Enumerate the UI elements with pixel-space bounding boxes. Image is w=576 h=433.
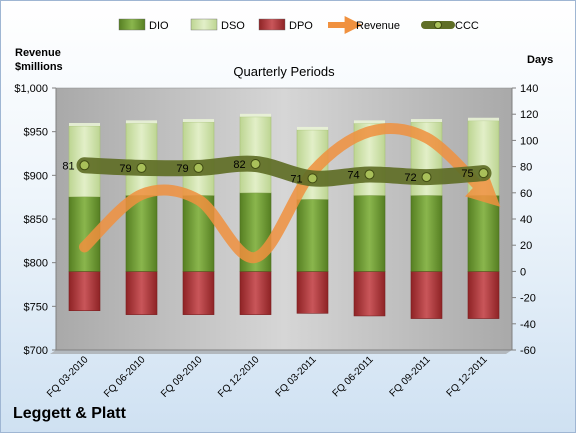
- bar-dso: [182, 121, 215, 196]
- legend-swatch-dio: [118, 18, 146, 31]
- bar-dpo: [68, 271, 101, 311]
- ccc-marker: [421, 172, 432, 183]
- right-axis-title: Days: [527, 54, 553, 66]
- right-tick-label: 0: [520, 266, 526, 278]
- bar-top-highlight: [411, 119, 442, 123]
- ccc-marker: [79, 160, 90, 171]
- bar-top-highlight: [468, 117, 499, 121]
- chart-title: Quarterly Periods: [233, 64, 335, 79]
- legend-label-dpo: DPO: [289, 20, 313, 32]
- ccc-data-label: 71: [290, 173, 302, 185]
- right-tick-label: 60: [520, 188, 532, 200]
- right-tick-label: -20: [520, 293, 536, 305]
- bar-top-highlight: [69, 122, 100, 126]
- right-tick-label: 100: [520, 135, 538, 147]
- lines-layer: 81 79 79 82 71 74 72 75: [62, 123, 501, 263]
- revenue-line: [79, 123, 501, 263]
- ccc-marker: [478, 168, 489, 179]
- legend-label-revenue: Revenue: [356, 20, 400, 32]
- bar-dio: [353, 195, 386, 272]
- left-axis-title-units: $millions: [15, 61, 63, 73]
- company-name: Leggett & Platt: [13, 405, 126, 422]
- ccc-marker: [250, 158, 261, 169]
- bar-dpo: [353, 271, 386, 317]
- ccc-data-label: 74: [347, 169, 359, 181]
- bar-dpo: [125, 271, 158, 315]
- x-tick-label: FQ 03-2010: [45, 354, 91, 400]
- bar-top-highlight: [183, 119, 214, 123]
- plot-floor: [50, 350, 512, 354]
- ccc-marker: [307, 173, 318, 184]
- ccc-data-label: 81: [62, 160, 74, 172]
- bar-dpo: [182, 271, 215, 315]
- right-tick-label: 40: [520, 214, 532, 226]
- left-tick-label: $950: [24, 127, 48, 139]
- bar-dpo: [296, 271, 329, 314]
- bar-dpo: [467, 271, 500, 319]
- right-tick-label: 120: [520, 109, 538, 121]
- text-layer: Quarterly Periods Revenue $millions Days: [15, 47, 553, 79]
- bar-dio: [125, 195, 158, 272]
- right-tick-label: -40: [520, 319, 536, 331]
- left-tick-label: $900: [24, 170, 48, 182]
- legend-ccc-marker: [434, 21, 442, 29]
- ccc-data-label: 72: [404, 172, 416, 184]
- x-tick-label: FQ 12-2011: [445, 354, 490, 399]
- bar-dio: [296, 199, 329, 272]
- x-tick-label: FQ 09-2010: [159, 354, 205, 400]
- bar-dio: [410, 195, 443, 272]
- legend-label-dio: DIO: [149, 20, 169, 32]
- ccc-marker: [136, 162, 147, 173]
- bar-top-highlight: [126, 120, 157, 124]
- x-tick-label: FQ 06-2010: [102, 354, 148, 400]
- x-tick-label: FQ 09-2011: [388, 354, 433, 399]
- legend-label-ccc: CCC: [455, 20, 479, 32]
- x-tick-label: FQ 03-2011: [274, 354, 319, 399]
- left-tick-label: $750: [24, 301, 48, 313]
- left-tick-label: $700: [24, 345, 48, 357]
- bar-top-highlight: [297, 126, 328, 130]
- bar-dso: [239, 116, 272, 194]
- legend-swatch-dso: [190, 18, 218, 31]
- bar-dio: [467, 195, 500, 272]
- ccc-data-label: 79: [119, 163, 131, 175]
- x-tick-label: FQ 12-2010: [216, 354, 262, 400]
- left-axis-title: Revenue: [15, 47, 61, 59]
- right-tick-label: 140: [520, 83, 538, 95]
- left-tick-label: $1,000: [14, 83, 48, 95]
- legend: DIO DSO DPO Revenue CCC: [118, 16, 479, 34]
- ccc-data-label: 79: [176, 163, 188, 175]
- right-tick-label: -60: [520, 345, 536, 357]
- ccc-marker: [193, 162, 204, 173]
- ccc-data-label: 75: [461, 168, 473, 180]
- bar-top-highlight: [354, 120, 385, 124]
- x-tick-label: FQ 06-2011: [331, 354, 376, 399]
- bar-top-highlight: [240, 113, 271, 117]
- ccc-marker: [364, 169, 375, 180]
- ccc-data-label: 82: [233, 159, 245, 171]
- bar-dpo: [239, 271, 272, 315]
- left-tick-label: $800: [24, 258, 48, 270]
- bar-dso: [125, 123, 158, 196]
- legend-swatch-dpo: [258, 18, 286, 31]
- right-tick-label: 80: [520, 162, 532, 174]
- right-tick-label: 20: [520, 240, 532, 252]
- bar-dpo: [410, 271, 443, 319]
- left-tick-label: $850: [24, 214, 48, 226]
- legend-label-dso: DSO: [221, 20, 245, 32]
